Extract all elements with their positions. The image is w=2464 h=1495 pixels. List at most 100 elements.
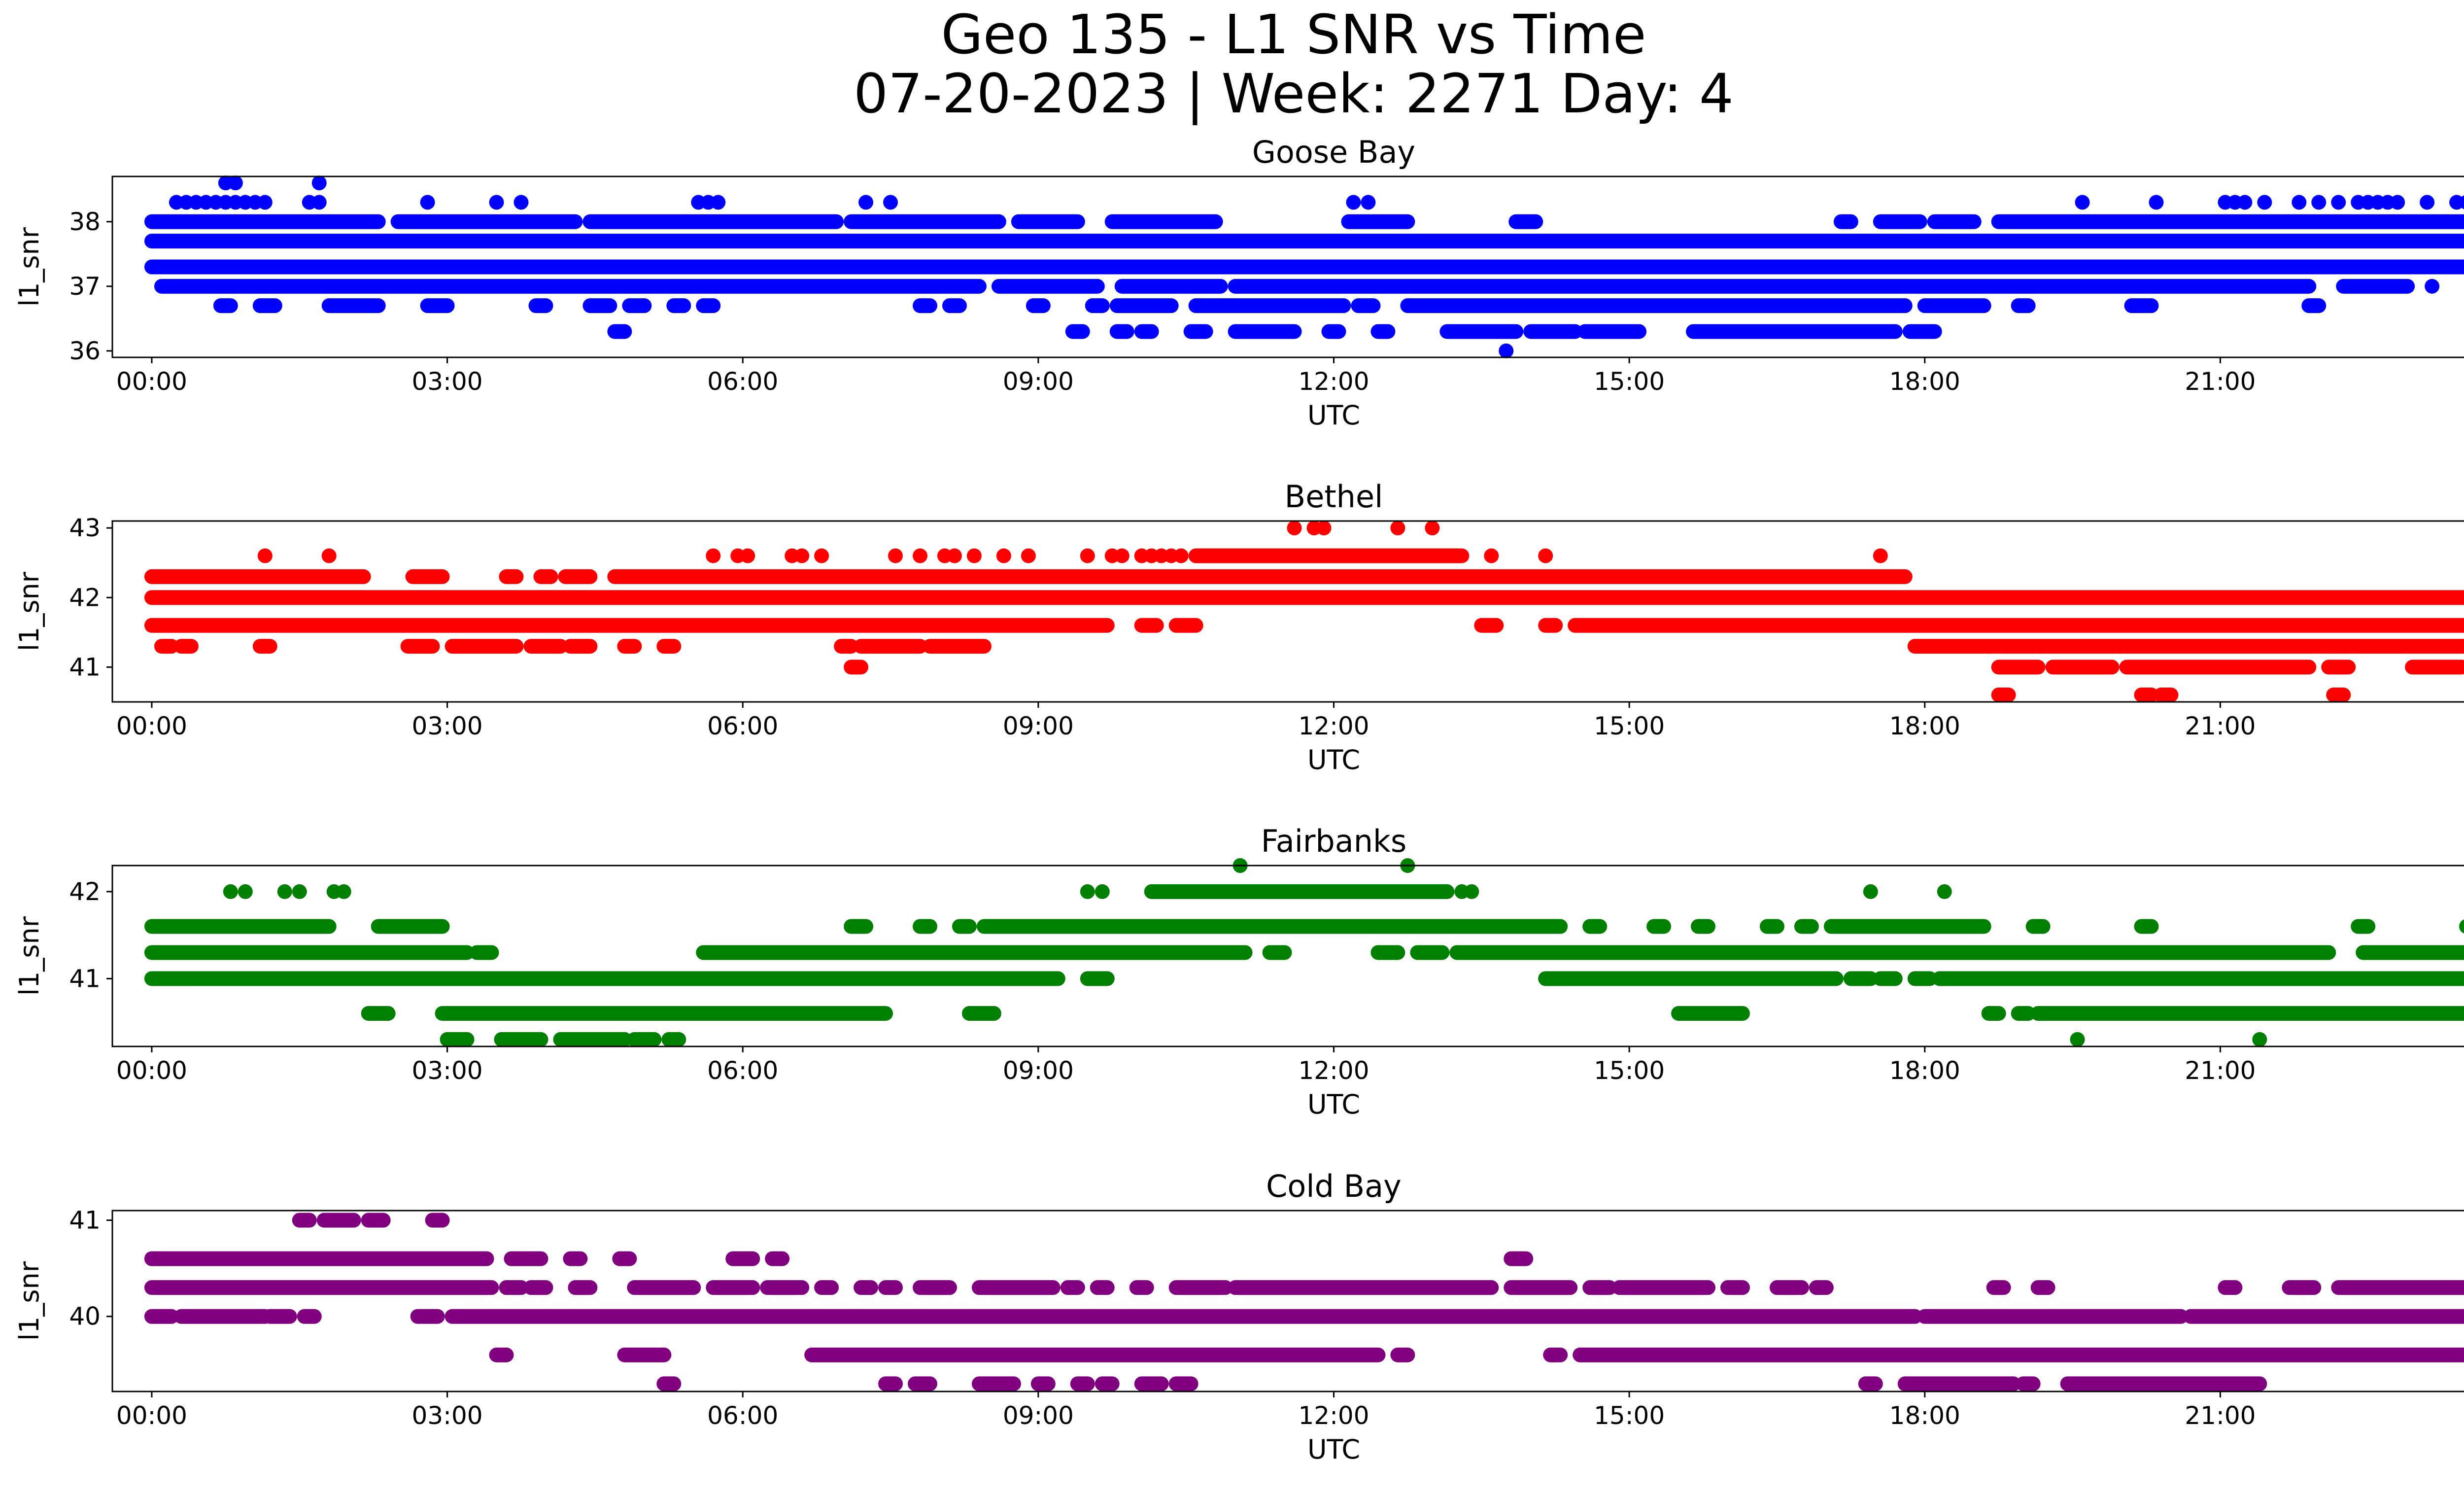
- data-point-run: [292, 1213, 317, 1228]
- data-point: [1499, 343, 1514, 358]
- x-tick-label: 15:00: [1594, 367, 1665, 396]
- data-point-run: [405, 569, 450, 584]
- x-tick-label: 18:00: [1889, 1056, 1960, 1085]
- data-point-run: [1065, 324, 1090, 339]
- x-tick-label: 00:00: [116, 712, 187, 740]
- data-point-run: [1011, 214, 1085, 229]
- data-point: [1114, 548, 1129, 563]
- data-point: [1464, 884, 1479, 899]
- x-tick-label: 12:00: [1298, 1056, 1369, 1085]
- data-point: [292, 884, 307, 899]
- data-point: [311, 175, 327, 191]
- data-point-run: [1104, 214, 1223, 229]
- data-point-run: [1873, 971, 1903, 986]
- data-point-run: [499, 1280, 529, 1295]
- data-point-run: [1543, 1347, 1568, 1362]
- data-point: [1484, 548, 1499, 563]
- data-point-run: [2134, 687, 2159, 702]
- x-tick-label: 12:00: [1298, 367, 1369, 396]
- data-point-run: [1090, 1280, 1115, 1295]
- data-point-run: [765, 1251, 790, 1266]
- data-point-run: [144, 1309, 179, 1324]
- data-point-run: [154, 639, 179, 654]
- data-point-run: [494, 1032, 548, 1047]
- data-point-run: [1833, 214, 1858, 229]
- subplot-panels: Goose Bay 00:00 03:00 06:00 09:00 12:00 15:00 1…: [14, 134, 2464, 1465]
- data-point-run: [878, 1280, 903, 1295]
- x-axis-label: UTC: [1307, 1434, 1360, 1465]
- data-point: [321, 548, 337, 563]
- data-point-run: [400, 639, 440, 654]
- data-point-run: [1691, 919, 1716, 934]
- data-point: [2149, 195, 2164, 210]
- data-point: [228, 175, 243, 191]
- x-tick-label: 09:00: [1003, 1056, 1074, 1085]
- x-tick-label: 00:00: [116, 1056, 187, 1085]
- data-point-run: [1134, 618, 1164, 633]
- x-tick-label: 09:00: [1003, 712, 1074, 740]
- data-point-run: [252, 298, 282, 313]
- data-point-run: [1168, 618, 1203, 633]
- data-point-run: [568, 1280, 598, 1295]
- data-point: [1080, 548, 1095, 563]
- data-point-run: [1582, 1280, 1617, 1295]
- data-point: [2331, 195, 2346, 210]
- data-point: [1316, 521, 1332, 536]
- data-point-run: [2183, 1309, 2464, 1324]
- data-point-run: [1991, 214, 2464, 229]
- data-point: [2311, 195, 2327, 210]
- data-point-run: [1902, 324, 1942, 339]
- data-point-run: [2282, 1280, 2322, 1295]
- data-point-run: [913, 919, 937, 934]
- data-point-run: [361, 1006, 396, 1021]
- data-point-run: [469, 945, 499, 960]
- data-point-run: [445, 1309, 1922, 1324]
- data-point-run: [1188, 298, 1351, 313]
- data-point-run: [316, 1213, 361, 1228]
- data-point: [420, 195, 435, 210]
- data-point: [996, 548, 1011, 563]
- data-point-run: [1080, 971, 1115, 986]
- data-point-run: [1907, 639, 2464, 654]
- data-point-run: [1351, 298, 1381, 313]
- data-point-run: [922, 639, 992, 654]
- data-point-run: [844, 214, 1006, 229]
- data-point: [257, 195, 273, 210]
- x-axis-label: UTC: [1307, 744, 1360, 775]
- x-tick-label: 06:00: [707, 1056, 778, 1085]
- x-tick-label: 03:00: [412, 1401, 483, 1430]
- data-point-run: [1582, 919, 1608, 934]
- data-point-run: [656, 1376, 682, 1391]
- data-point: [1538, 548, 1553, 563]
- data-point-run: [523, 1280, 553, 1295]
- data-point: [947, 548, 962, 563]
- data-point-run: [607, 569, 1913, 584]
- data-point-run: [2119, 660, 2317, 675]
- data-point-run: [582, 298, 617, 313]
- data-point: [2070, 1032, 2085, 1047]
- data-point-run: [878, 1376, 903, 1391]
- data-point-run: [617, 639, 642, 654]
- data-point-run: [1321, 324, 1346, 339]
- data-point: [154, 1251, 169, 1266]
- data-point-run: [553, 1032, 632, 1047]
- data-point-run: [854, 1280, 879, 1295]
- data-point: [1080, 884, 1095, 899]
- data-point-run: [607, 324, 632, 339]
- data-point-run: [1523, 324, 1583, 339]
- data-point-run: [2060, 1376, 2267, 1391]
- data-point-run: [913, 298, 937, 313]
- x-tick-label: 03:00: [412, 712, 483, 740]
- data-point-run: [1843, 971, 1878, 986]
- data-point-run: [1188, 548, 1470, 563]
- x-tick-label: 03:00: [412, 1056, 483, 1085]
- data-point-run: [971, 1280, 1061, 1295]
- y-tick-label: 42: [69, 877, 101, 906]
- data-point-run: [2011, 298, 2036, 313]
- y-axis-label: l1_snr: [14, 916, 45, 996]
- data-point-run: [390, 214, 583, 229]
- data-point: [2292, 195, 2307, 210]
- data-point: [2390, 195, 2405, 210]
- data-point: [2237, 195, 2253, 210]
